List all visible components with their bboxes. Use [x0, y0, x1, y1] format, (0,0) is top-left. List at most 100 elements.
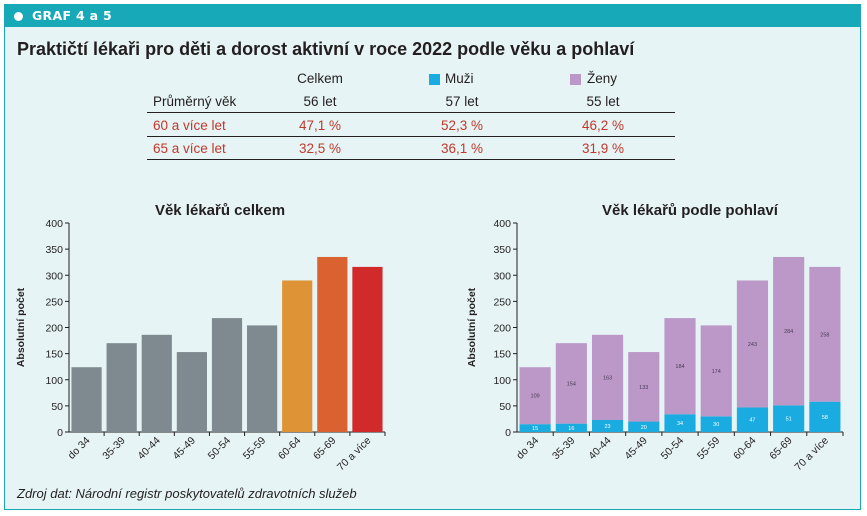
bar-segment-men — [591, 419, 624, 432]
stats-row-label: Průměrný věk — [153, 94, 237, 109]
bar — [317, 256, 348, 432]
x-tick-label: 70 a více — [335, 435, 374, 474]
bar-segment-men — [628, 421, 660, 432]
stats-cell: 55 let — [586, 94, 620, 109]
bar-segment-men — [773, 405, 805, 432]
x-tick-label: 65-69 — [311, 435, 339, 463]
y-tick-label: 150 — [45, 349, 63, 361]
bar-segment-women — [736, 280, 769, 408]
x-tick-label: 55-59 — [241, 435, 269, 463]
y-axis-label: Absolutní počet — [466, 287, 478, 367]
stats-cell: 46,2 % — [581, 118, 625, 133]
data-label: 15 — [532, 426, 538, 432]
bar — [352, 266, 383, 432]
y-tick-label: 0 — [57, 427, 63, 439]
y-tick-label: 300 — [45, 270, 63, 282]
data-label: 34 — [677, 421, 683, 427]
y-tick-label: 0 — [505, 427, 511, 439]
data-label: 109 — [531, 394, 540, 400]
stats-col-zeny: Ženy — [587, 71, 618, 86]
stats-cell: 31,9 % — [581, 141, 625, 156]
legend-men-swatch — [429, 74, 440, 85]
age-total-chart: 0 50 100 150 200 250 300 350 400 Absolutní počet d… — [15, 218, 386, 474]
y-tick-label: 100 — [493, 375, 511, 387]
x-tick-label: 50-54 — [206, 435, 234, 463]
chart1-title: Věk lékařů celkem — [154, 202, 286, 219]
x-tick-label: 40-44 — [586, 435, 614, 463]
data-label: 20 — [641, 425, 647, 431]
stats-row-label: 60 a více let — [153, 118, 226, 133]
data-label: 30 — [713, 422, 719, 428]
stats-divider — [147, 136, 675, 137]
bar-segment-men — [809, 401, 841, 432]
x-tick-label: 45-49 — [622, 435, 650, 463]
y-tick-label: 350 — [45, 244, 63, 256]
x-tick-label: 65-69 — [767, 435, 795, 463]
bar-segment-men — [736, 407, 769, 432]
x-tick-label: 60-64 — [731, 435, 759, 463]
stats-cell: 52,3 % — [440, 118, 484, 133]
page-title: Praktičtí lékaři pro děti a dorost aktiv… — [17, 39, 635, 59]
bar-segment-women — [809, 266, 841, 402]
x-tick-label: 35-39 — [550, 435, 578, 463]
y-tick-label: 50 — [499, 401, 511, 413]
stats-row-label: 65 a více let — [153, 141, 226, 156]
bar-segment-men — [664, 414, 696, 432]
data-label: 23 — [604, 424, 610, 430]
graph-number-label: GRAF 4 a 5 — [32, 8, 112, 23]
y-tick-label: 400 — [45, 218, 63, 230]
data-label: 133 — [639, 385, 648, 391]
y-tick-label: 250 — [45, 296, 63, 308]
bar — [71, 367, 102, 432]
stats-col-celkem: Celkem — [297, 71, 343, 86]
x-tick-label: 35-39 — [100, 435, 128, 463]
y-tick-label: 200 — [493, 323, 511, 335]
chart2-title: Věk lékařů podle pohlaví — [602, 202, 778, 219]
data-label: 58 — [822, 415, 828, 421]
y-tick-label: 50 — [51, 401, 63, 413]
data-label: 174 — [712, 369, 721, 375]
data-label: 51 — [786, 417, 792, 423]
bar-segment-women — [773, 256, 805, 406]
bar-segment-women — [591, 334, 624, 420]
bar-segment-women — [555, 343, 587, 424]
legend-women-swatch — [570, 74, 581, 85]
bar-segment-men — [555, 423, 587, 432]
stats-table: Celkem Muži Ženy Průměrný věk 56 let 57 … — [5, 5, 860, 175]
data-label: 47 — [749, 418, 755, 424]
bar-segment-men — [519, 424, 551, 432]
bar-segment-women — [700, 325, 732, 417]
stats-cell: 57 let — [445, 94, 479, 109]
bar-segment-men — [700, 416, 732, 432]
bar — [141, 334, 172, 432]
bar-segment-women — [519, 367, 551, 425]
data-label: 184 — [675, 364, 684, 370]
stats-cell: 56 let — [303, 94, 337, 109]
stats-cell: 47,1 % — [298, 118, 342, 133]
stats-cell: 32,5 % — [298, 141, 342, 156]
x-tick-label: 60-64 — [276, 435, 304, 463]
graph-header-bar: GRAF 4 a 5 — [5, 5, 860, 27]
x-tick-label: 45-49 — [171, 435, 199, 463]
data-label: 258 — [820, 332, 829, 338]
bar — [282, 280, 313, 432]
stats-divider — [147, 112, 675, 113]
stats-divider — [147, 159, 675, 160]
data-label: 243 — [748, 342, 757, 348]
data-label: 163 — [603, 375, 612, 381]
x-tick-label: do 34 — [514, 435, 541, 462]
bar — [211, 318, 243, 432]
x-tick-label: do 34 — [66, 435, 93, 462]
bar-segment-women — [628, 352, 660, 422]
data-label: 154 — [567, 381, 576, 387]
data-label: 284 — [784, 329, 793, 335]
y-tick-label: 350 — [493, 244, 511, 256]
y-tick-label: 250 — [493, 296, 511, 308]
x-tick-label: 40-44 — [135, 435, 163, 463]
x-tick-label: 70 a více — [792, 435, 831, 474]
stats-cell: 36,1 % — [440, 141, 484, 156]
bar-segment-women — [664, 318, 696, 415]
y-tick-label: 150 — [493, 349, 511, 361]
graph-panel: GRAF 4 a 5 Praktičtí lékaři pro děti a d… — [4, 4, 861, 510]
y-tick-label: 200 — [45, 323, 63, 335]
